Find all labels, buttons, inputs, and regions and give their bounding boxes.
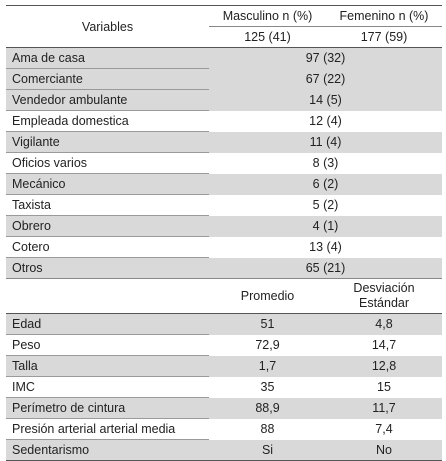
data-table: Variables Masculino n (%) Femenino n (%)… <box>6 5 442 461</box>
table-row: Presión arterial arterial media 88 7,4 <box>6 418 442 440</box>
row-desviacion: No <box>326 439 442 461</box>
table-row: Otros 65 (21) <box>6 257 442 279</box>
table-row: Vendedor ambulante 14 (5) <box>6 89 442 111</box>
desviacion-line1: Desviación <box>353 281 415 295</box>
row-label: Empleada domestica <box>6 110 209 132</box>
row-label: Vendedor ambulante <box>6 89 209 111</box>
row-label: Ama de casa <box>6 47 209 69</box>
table-row: Oficios varios 8 (3) <box>6 152 442 174</box>
row-label: Taxista <box>6 194 209 216</box>
promedio-header: Promedio <box>209 278 326 314</box>
row-label: Sedentarismo <box>6 439 209 461</box>
masculino-header: Masculino n (%) <box>209 5 326 27</box>
table-container: Variables Masculino n (%) Femenino n (%)… <box>6 5 442 461</box>
table-row: Perímetro de cintura 88,9 11,7 <box>6 397 442 419</box>
table-row: Sedentarismo Si No <box>6 439 442 461</box>
stats-header-blank <box>6 278 209 314</box>
row-label: Oficios varios <box>6 152 209 174</box>
row-label: Edad <box>6 313 209 335</box>
header-row: Variables Masculino n (%) Femenino n (%) <box>6 5 442 48</box>
femenino-header: Femenino n (%) <box>326 5 442 27</box>
row-desviacion: 4,8 <box>326 313 442 335</box>
row-label: Talla <box>6 355 209 377</box>
row-value: 5 (2) <box>312 198 339 212</box>
row-value: 8 (3) <box>312 156 339 170</box>
row-desviacion: 15 <box>377 380 391 394</box>
row-label: Obrero <box>6 215 209 237</box>
row-promedio: 88,9 <box>209 397 326 419</box>
table-row: Peso 72,9 14,7 <box>6 334 442 356</box>
row-value: 97 (32) <box>209 47 442 69</box>
table-row: Obrero 4 (1) <box>6 215 442 237</box>
row-value: 14 (5) <box>209 89 442 111</box>
row-value: 6 (2) <box>209 173 442 195</box>
row-promedio: 1,7 <box>209 355 326 377</box>
row-label: Comerciante <box>6 68 209 90</box>
table-row: IMC 35 15 <box>6 376 442 398</box>
femenino-count: 177 (59) <box>326 26 442 48</box>
row-value: 67 (22) <box>209 68 442 90</box>
masculino-count: 125 (41) <box>209 26 326 48</box>
row-label: Vigilante <box>6 131 209 153</box>
row-desviacion: 11,7 <box>326 397 442 419</box>
row-value: 11 (4) <box>209 131 442 153</box>
row-value: 12 (4) <box>309 114 342 128</box>
row-promedio: Si <box>209 439 326 461</box>
table-row: Vigilante 11 (4) <box>6 131 442 153</box>
desviacion-header: Desviación Estándar <box>326 278 442 314</box>
row-label: Mecánico <box>6 173 209 195</box>
row-label: Perímetro de cintura <box>6 397 209 419</box>
desviacion-line2: Estándar <box>358 296 410 310</box>
row-desviacion: 12,8 <box>326 355 442 377</box>
row-promedio: 51 <box>209 313 326 335</box>
row-promedio: 72,9 <box>255 338 280 352</box>
header-count-row: 125 (41) 177 (59) <box>6 26 442 48</box>
table-row: Ama de casa 97 (32) <box>6 47 442 69</box>
table-row: Mecánico 6 (2) <box>6 173 442 195</box>
row-label: IMC <box>6 376 209 398</box>
row-value: 65 (21) <box>209 257 442 279</box>
table-row: Empleada domestica 12 (4) <box>6 110 442 132</box>
row-value: 4 (1) <box>209 215 442 237</box>
row-label: Otros <box>6 257 209 279</box>
table-row: Comerciante 67 (22) <box>6 68 442 90</box>
row-label: Presión arterial arterial media <box>6 418 209 440</box>
table-row: Talla 1,7 12,8 <box>6 355 442 377</box>
row-label: Peso <box>6 334 209 356</box>
table-row: Edad 51 4,8 <box>6 313 442 335</box>
variables-header: Variables <box>6 5 209 48</box>
table-row: Taxista 5 (2) <box>6 194 442 216</box>
row-label: Cotero <box>6 236 209 258</box>
row-promedio: 35 <box>260 380 275 394</box>
row-desviacion: 14,7 <box>371 338 397 352</box>
stats-header-row: Promedio Desviación Estándar <box>6 278 442 314</box>
table-row: Cotero 13 (4) <box>6 236 442 258</box>
row-desviacion: 7,4 <box>375 422 393 436</box>
row-value: 13 (4) <box>309 240 342 254</box>
row-promedio: 88 <box>260 422 275 436</box>
